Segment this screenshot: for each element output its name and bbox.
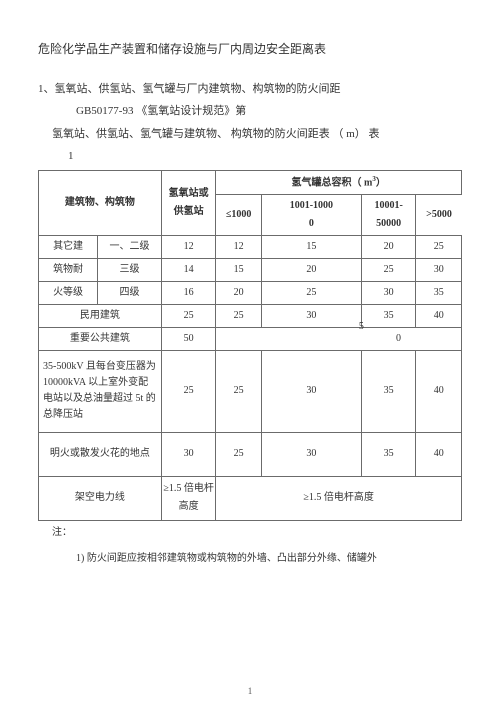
cell: 25 — [361, 258, 416, 281]
cell: 其它建 — [39, 235, 98, 258]
cell: 25 — [216, 350, 261, 432]
header-volume: 氢气罐总容积（ m3） — [216, 170, 462, 194]
cell: 25 — [261, 281, 361, 304]
table-caption: 氢氧站、供氢站、氢气罐与建筑物、 构筑物的防火间距表 （ m） 表 — [52, 126, 462, 144]
cell: 12 — [161, 235, 216, 258]
header-station: 氢氧站或 供氢站 — [161, 170, 216, 235]
cell: 20 — [361, 235, 416, 258]
table-row: 架空电力线 ≥1.5 倍电杆高度 ≥1.5 倍电杆高度 — [39, 476, 462, 520]
header-building: 建筑物、构筑物 — [39, 170, 162, 235]
cell: 12 — [216, 235, 261, 258]
cell: 20 — [216, 281, 261, 304]
cell: 重要公共建筑 — [39, 327, 162, 350]
cell: 火等级 — [39, 281, 98, 304]
cell: 25 — [416, 235, 462, 258]
cell: 25 — [216, 432, 261, 476]
header-col-10000: 1001-1000 0 — [261, 194, 361, 235]
header-col-1000: ≤1000 — [216, 194, 261, 235]
table-header-row: 建筑物、构筑物 氢氧站或 供氢站 氢气罐总容积（ m3） — [39, 170, 462, 194]
header-vol-end: ） — [376, 177, 386, 188]
gb-reference: GB50177-93 《氢氧站设计规范》第 — [76, 103, 462, 121]
cell-over: 5 — [359, 318, 364, 336]
cell: 40 — [416, 432, 462, 476]
hc3a: 10001- — [375, 200, 403, 211]
cell: ≥1.5 倍电杆高度 — [161, 476, 216, 520]
header-vol-text: 氢气罐总容积（ m — [292, 177, 373, 188]
cell: 40 — [416, 304, 462, 327]
cell: 14 — [161, 258, 216, 281]
cell: 40 — [416, 350, 462, 432]
cell: 民用建筑 — [39, 304, 162, 327]
cell: 明火或散发火花的地点 — [39, 432, 162, 476]
note-item: 1) 防火间距应按相邻建筑物或构筑物的外墙、凸出部分外缘、储罐外 — [76, 551, 462, 567]
header-station-b: 供氢站 — [174, 206, 204, 217]
cell: 25 — [216, 304, 261, 327]
cell: 35 — [361, 304, 416, 327]
cell: 30 — [416, 258, 462, 281]
cell: 35 — [416, 281, 462, 304]
distance-table: 建筑物、构筑物 氢氧站或 供氢站 氢气罐总容积（ m3） ≤1000 1001-… — [38, 170, 462, 521]
cell: 16 — [161, 281, 216, 304]
note-label: 注： — [52, 525, 462, 541]
header-station-a: 氢氧站或 — [169, 188, 209, 199]
header-col-50000: 10001- 50000 — [361, 194, 416, 235]
cell: 35 — [361, 350, 416, 432]
cell: 15 — [261, 235, 361, 258]
cell: 25 — [161, 304, 216, 327]
hc2b: 0 — [309, 218, 314, 229]
cell: 30 5 — [261, 304, 361, 327]
cell-val: 30 — [306, 310, 316, 321]
table-number: 1 — [68, 148, 462, 166]
page-number: 1 — [248, 684, 253, 698]
document-title: 危险化学品生产装置和储存设施与厂内周边安全距离表 — [38, 40, 462, 59]
cell: 35 — [361, 432, 416, 476]
table-row: 筑物耐 三级 14 15 20 25 30 — [39, 258, 462, 281]
hc2a: 1001-1000 — [290, 200, 333, 211]
cell: 35-500kV 且每台变压器为 10000kVA 以上室外变配电站以及总油量超… — [39, 350, 162, 432]
cell: 30 — [161, 432, 216, 476]
section-heading: 1、氢氧站、供氢站、氢气罐与厂内建筑物、构筑物的防火间距 — [38, 81, 462, 99]
table-row: 其它建 一、二级 12 12 15 20 25 — [39, 235, 462, 258]
cell: 30 — [361, 281, 416, 304]
cell: 四级 — [98, 281, 162, 304]
cell: 一、二级 — [98, 235, 162, 258]
cell: ≥1.5 倍电杆高度 — [216, 476, 462, 520]
cell: 15 — [216, 258, 261, 281]
table-row: 重要公共建筑 50 0 — [39, 327, 462, 350]
hc3b: 50000 — [376, 218, 401, 229]
table-row: 35-500kV 且每台变压器为 10000kVA 以上室外变配电站以及总油量超… — [39, 350, 462, 432]
cell: 30 — [261, 432, 361, 476]
cell: 30 — [261, 350, 361, 432]
cell: 50 — [161, 327, 216, 350]
header-col-5000: >5000 — [416, 194, 462, 235]
cell: 25 — [161, 350, 216, 432]
cell: 筑物耐 — [39, 258, 98, 281]
cell: 20 — [261, 258, 361, 281]
table-row: 明火或散发火花的地点 30 25 30 35 40 — [39, 432, 462, 476]
cell: 三级 — [98, 258, 162, 281]
cell: 架空电力线 — [39, 476, 162, 520]
table-row: 火等级 四级 16 20 25 30 35 — [39, 281, 462, 304]
cell: 0 — [216, 327, 462, 350]
table-row: 民用建筑 25 25 30 5 35 40 — [39, 304, 462, 327]
